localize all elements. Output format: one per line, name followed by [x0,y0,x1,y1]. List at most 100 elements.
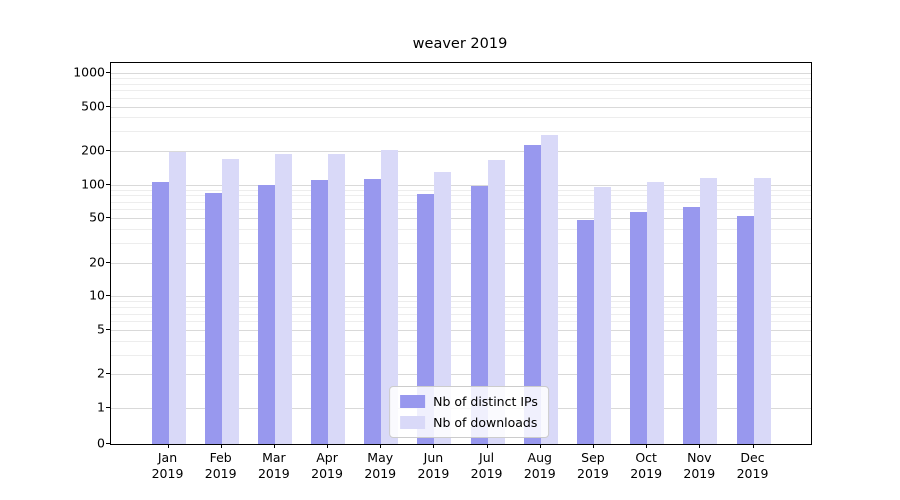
x-tick-label-may: May 2019 [364,450,397,481]
x-tick-mark [486,444,488,448]
gridline-6 [111,321,811,323]
x-tick-label-mar: Mar 2019 [257,450,290,481]
bar-distinct-ips-nov [683,207,701,444]
bar-downloads-jan [168,152,186,444]
gridline-900 [111,78,811,80]
y-tick-label-10: 10 [89,287,105,303]
bar-downloads-mar [274,154,292,444]
y-tick-mark [106,328,110,330]
y-tick-mark [106,261,110,263]
gridline-7 [111,313,811,315]
y-tick-mark [106,373,110,375]
x-tick-mark [273,444,275,448]
gridline-4 [111,340,811,342]
x-tick-label-nov: Nov 2019 [683,450,716,481]
plot-area: Nb of distinct IPs Nb of downloads [110,62,812,445]
y-tick-mark [106,105,110,107]
legend-swatch [400,395,426,408]
y-tick-label-200: 200 [81,142,105,158]
bar-downloads-dec [753,177,771,444]
y-tick-label-20: 20 [89,254,105,270]
y-tick-mark [106,407,110,408]
y-tick-mark [106,150,110,152]
x-tick-label-apr: Apr 2019 [311,450,343,481]
y-tick-label-500: 500 [81,98,105,114]
y-tick-mark [106,183,110,185]
y-tick-label-2: 2 [97,365,105,381]
bar-distinct-ips-dec [736,216,754,444]
x-tick-label-dec: Dec 2019 [736,450,769,481]
bar-downloads-nov [700,177,718,444]
x-tick-mark [699,444,701,448]
gridline-60 [111,209,811,211]
gridline-500 [111,106,811,108]
y-tick-label-1000: 1000 [73,64,105,80]
y-tick-mark [106,217,110,219]
bar-downloads-sep [593,187,611,444]
gridline-90 [111,189,811,191]
y-tick-label-100: 100 [81,176,105,192]
y-tick-label-50: 50 [89,209,105,225]
x-tick-label-aug: Aug 2019 [523,450,556,481]
y-tick-mark [106,443,110,444]
gridline-10 [111,296,811,298]
x-tick-label-feb: Feb 2019 [204,450,237,481]
bar-distinct-ips-apr [311,180,329,444]
legend-label: Nb of downloads [433,415,538,430]
y-tick-mark [106,72,110,73]
x-tick-mark [327,444,329,448]
bar-distinct-ips-aug [523,145,541,444]
bar-distinct-ips-oct [630,211,648,444]
gridline-700 [111,90,811,92]
x-tick-label-jul: Jul 2019 [470,450,503,481]
y-tick-label-5: 5 [97,321,105,337]
bar-distinct-ips-may [364,178,382,444]
gridline-300 [111,131,811,133]
bar-distinct-ips-jan [151,182,169,444]
y-tick-mark [106,295,110,297]
bar-downloads-jun [434,171,452,444]
gridline-2 [111,374,811,376]
legend-item-distinct-ips: Nb of distinct IPs [400,394,538,409]
x-tick-label-jan: Jan 2019 [151,450,184,481]
x-tick-label-sep: Sep 2019 [577,450,609,481]
gridline-600 [111,97,811,99]
y-tick-label-0: 0 [97,435,105,451]
x-tick-mark [539,444,541,448]
gridline-8 [111,307,811,309]
gridline-400 [111,117,811,119]
gridline-40 [111,229,811,231]
gridline-30 [111,243,811,245]
legend-label: Nb of distinct IPs [433,394,538,409]
bar-downloads-oct [647,182,665,444]
gridline-100 [111,184,811,186]
bar-distinct-ips-sep [576,220,594,444]
bar-distinct-ips-jun [417,193,435,444]
bar-distinct-ips-feb [204,192,222,444]
bar-downloads-aug [540,134,558,444]
gridline-800 [111,83,811,85]
x-tick-mark [380,444,382,448]
x-tick-mark [592,444,594,448]
gridline-3 [111,354,811,356]
x-tick-mark [220,444,222,448]
x-tick-mark [167,444,169,448]
gridline-5 [111,329,811,331]
bar-distinct-ips-jul [470,186,488,444]
bar-downloads-may [381,149,399,444]
x-tick-label-jun: Jun 2019 [417,450,450,481]
gridline-20 [111,262,811,264]
bar-downloads-apr [328,154,346,444]
x-tick-mark [646,444,648,448]
x-tick-mark [433,444,435,448]
legend: Nb of distinct IPs Nb of downloads [389,386,549,438]
chart-title: weaver 2019 [412,36,508,52]
bar-distinct-ips-mar [257,184,275,444]
gridline-200 [111,151,811,153]
bar-downloads-feb [221,158,239,444]
x-tick-label-oct: Oct 2019 [630,450,663,481]
legend-item-downloads: Nb of downloads [400,415,538,430]
gridline-9 [111,301,811,303]
gridline-50 [111,218,811,220]
